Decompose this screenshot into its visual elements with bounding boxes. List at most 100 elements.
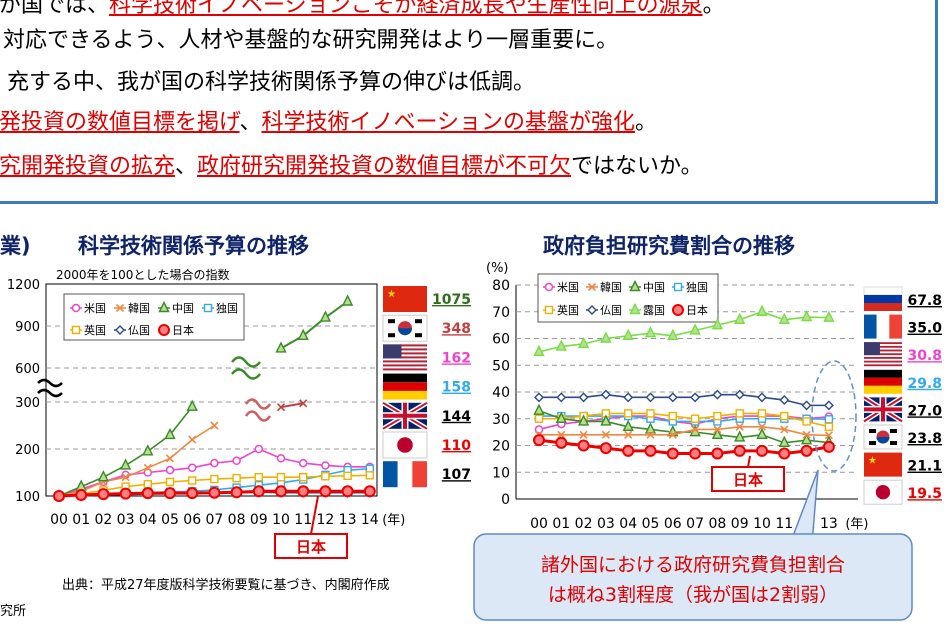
data-point: [165, 454, 175, 463]
y-axis-unit: (%): [486, 261, 509, 276]
summary-text: 、: [239, 110, 262, 135]
data-point: [756, 427, 768, 440]
legend-marker: [629, 279, 641, 292]
end-value-label: 158: [442, 380, 471, 396]
legend-marker: [544, 305, 554, 315]
callout-box: [473, 533, 913, 621]
data-point: [534, 414, 544, 423]
data-point: [298, 458, 308, 468]
legend-marker: [115, 325, 125, 335]
right-chart-title: 政府負担研究費割合の推移: [543, 234, 795, 258]
data-point: [757, 422, 767, 431]
legend-label: 米国: [557, 281, 579, 294]
data-point: [252, 485, 265, 498]
data-point: [734, 389, 745, 400]
data-point: [666, 447, 679, 460]
legend-label: 日本: [686, 303, 708, 317]
legend-label: 中国: [643, 281, 665, 294]
x-tick-label: 06: [183, 512, 201, 528]
y-tick-label: 70: [492, 305, 510, 321]
flag-仏国: [383, 461, 427, 488]
x-tick-label: 02: [575, 516, 593, 532]
flag-独国: [864, 369, 902, 394]
end-value-label: 162: [442, 350, 471, 366]
legend-label: 仏国: [600, 304, 622, 317]
x-tick-label: 11: [294, 512, 312, 528]
flag-中国: ★: [383, 286, 427, 312]
y-tick-label: 100: [15, 490, 40, 505]
callout-line: 諸外国における政府研究費負担割合: [541, 554, 845, 576]
data-point: [577, 414, 590, 426]
summary-line: 充する中、我が国の科学技術関係予算の伸びは低調。: [7, 70, 535, 96]
legend-label: 中国: [172, 302, 194, 315]
data-point: [208, 486, 221, 499]
legend-marker: [587, 282, 597, 292]
end-value-label: 1075: [432, 292, 471, 308]
data-point: [623, 409, 633, 418]
data-point: [577, 439, 590, 452]
data-point: [319, 310, 332, 322]
y-tick-label: 20: [492, 439, 510, 455]
x-tick-label: 05: [642, 516, 660, 532]
highlight-text: 発投資の数値目標を掲げ: [0, 110, 240, 135]
flag-米国: [864, 342, 902, 367]
flag-韓国: [863, 424, 903, 450]
left-title-fragment: 業): [0, 234, 31, 258]
x-tick-label: 02: [94, 512, 112, 528]
axis-break-mark: [37, 378, 63, 388]
data-point: [254, 472, 264, 482]
data-point: [276, 472, 286, 482]
data-point: [622, 444, 635, 457]
callout-line: は概ね3割程度（我が国は2割弱）: [548, 584, 838, 606]
data-point: [299, 472, 308, 482]
y-tick-label: 40: [492, 385, 510, 401]
data-point: [142, 444, 154, 456]
left-chart-title: 科学技術関係予算の推移: [78, 234, 309, 258]
data-point: [646, 409, 655, 418]
y-tick-label: 900: [15, 320, 40, 335]
data-point: [578, 392, 589, 403]
data-point: [711, 447, 724, 460]
flag-独国: [383, 373, 427, 400]
legend-label: 独国: [216, 302, 238, 315]
end-value-label: 27.0: [907, 403, 942, 419]
data-point: [363, 485, 376, 498]
x-tick-label: 14: [361, 512, 379, 528]
svg-text:★: ★: [868, 456, 877, 467]
x-tick-label: 08: [228, 512, 246, 528]
data-point: [187, 476, 197, 485]
y-tick-label: 1200: [7, 278, 40, 293]
data-point: [645, 392, 656, 403]
summary-line: 究開発投資の拡充、政府研究開発投資の数値目標が不可欠ではないか。: [0, 154, 703, 180]
data-point: [97, 470, 110, 482]
data-point: [644, 326, 657, 338]
x-tick-label: 13: [820, 516, 838, 532]
summary-text: 、: [175, 154, 198, 179]
legend-marker: [587, 305, 597, 315]
y-tick-label: 0: [501, 492, 510, 508]
highlight-ellipse: [811, 360, 857, 472]
data-point: [186, 399, 198, 411]
source-note: 出典：平成27年度版科学技術要覧に基づき、内閣府作成: [62, 578, 390, 593]
data-point: [555, 339, 567, 351]
data-point: [778, 435, 790, 448]
data-point: [735, 409, 744, 418]
series-line: [280, 300, 349, 350]
axis-break-mark: [37, 388, 63, 398]
data-point: [668, 430, 677, 439]
y-tick-label: 10: [492, 465, 510, 481]
data-point: [119, 487, 132, 500]
data-point: [623, 392, 634, 403]
end-value-label: 19.5: [907, 486, 942, 502]
data-point: [555, 411, 567, 423]
x-tick-label: 10: [753, 516, 771, 532]
bottom-fragment: 究所: [0, 604, 27, 619]
data-point: [624, 430, 633, 439]
end-value-label: 30.8: [907, 348, 942, 364]
x-tick-label: 13: [339, 512, 357, 528]
data-point: [712, 389, 723, 400]
legend-label: 韓国: [600, 281, 622, 294]
right-chart: 0 10 20 30 40 50 60 70 80 (%) 00 01 02 03 04 05 06 07 08 09…: [473, 261, 942, 621]
legend-label: 英国: [557, 303, 579, 317]
